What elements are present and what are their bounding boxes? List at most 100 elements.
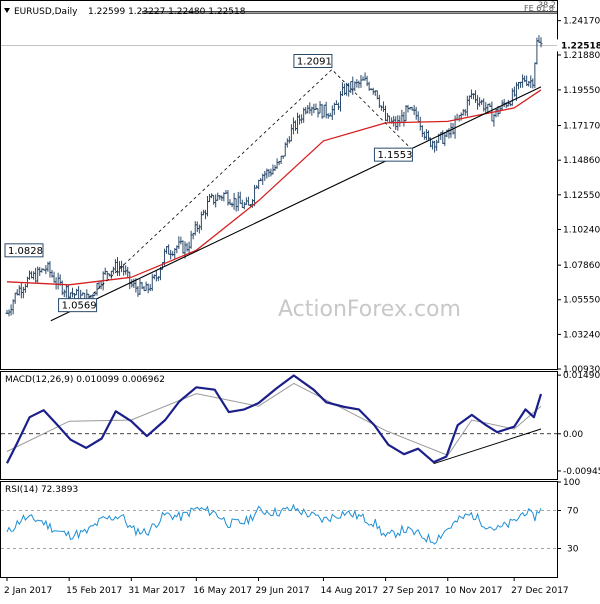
price-bar bbox=[535, 37, 539, 65]
price-y-tick-label: 1.21880 bbox=[563, 51, 600, 61]
price-bar bbox=[365, 75, 369, 87]
macd-panel: MACD(12,26,9) 0.010099 0.006962 0.014906 0… bbox=[1, 371, 600, 477]
price-y-tick-label: 1.14860 bbox=[563, 156, 600, 166]
price-bar bbox=[402, 111, 406, 127]
price-bar bbox=[7, 309, 11, 317]
price-bar bbox=[519, 81, 523, 88]
price-bar bbox=[56, 272, 60, 290]
price-bar bbox=[392, 115, 396, 127]
price-bar bbox=[363, 72, 367, 81]
price-bar bbox=[324, 101, 328, 119]
price-bar bbox=[113, 259, 117, 272]
macd-trendline bbox=[433, 428, 542, 465]
price-bar bbox=[28, 270, 32, 280]
price-bar bbox=[480, 99, 484, 105]
price-bar bbox=[529, 75, 533, 89]
price-bar bbox=[386, 112, 390, 122]
price-bar bbox=[62, 289, 66, 298]
price-bar bbox=[185, 242, 189, 252]
price-panel-frame bbox=[0, 0, 558, 370]
macd-title: MACD(12,26,9) 0.010099 0.006962 bbox=[5, 375, 165, 385]
last-price-box bbox=[557, 39, 599, 52]
price-bar bbox=[179, 236, 183, 245]
svg-text:1.2091: 1.2091 bbox=[297, 57, 332, 68]
price-bar bbox=[17, 285, 21, 296]
price-bar bbox=[308, 102, 312, 114]
symbol-label: EURUSD,Daily bbox=[14, 7, 78, 17]
rsi-panel: RSI(14) 72.3893 100 70 30 bbox=[1, 478, 580, 555]
price-bar bbox=[23, 283, 27, 293]
price-bar bbox=[109, 270, 113, 279]
fib-618-label: FE 61.8 bbox=[524, 4, 554, 13]
price-bar bbox=[539, 37, 543, 48]
support-trendline bbox=[50, 86, 542, 322]
price-bar bbox=[52, 271, 56, 283]
price-bar bbox=[312, 103, 316, 114]
price-bar bbox=[269, 168, 273, 177]
price-bar bbox=[257, 179, 261, 190]
price-bar bbox=[218, 194, 222, 200]
rsi-title: RSI(14) 72.3893 bbox=[5, 485, 78, 495]
price-bar bbox=[420, 125, 424, 138]
price-bar bbox=[203, 209, 207, 220]
price-bar bbox=[304, 107, 308, 115]
price-bar bbox=[165, 246, 169, 254]
price-bar bbox=[441, 130, 445, 145]
price-bar bbox=[115, 257, 119, 276]
price-bar bbox=[142, 285, 146, 292]
svg-text:1.1553: 1.1553 bbox=[377, 150, 412, 161]
price-bar bbox=[197, 224, 201, 234]
macd-y-tick-label: 0.014906 bbox=[563, 371, 600, 381]
svg-text:1.0828: 1.0828 bbox=[8, 246, 43, 257]
price-bar bbox=[330, 105, 334, 121]
ohlc-readout: 1.22599 1.23227 1.22480 1.22518 bbox=[88, 7, 246, 17]
price-bar bbox=[502, 98, 506, 107]
price-bar bbox=[21, 286, 25, 299]
price-bar bbox=[122, 263, 126, 276]
price-bar bbox=[384, 105, 388, 122]
price-bar bbox=[467, 95, 471, 106]
macd-y-tick-label: -0.009453 bbox=[563, 467, 600, 477]
price-bar bbox=[148, 284, 152, 292]
price-bar bbox=[70, 287, 74, 298]
moving-average-line bbox=[6, 89, 542, 286]
x-axis-tick-label: 2 Jan 2017 bbox=[4, 586, 52, 596]
price-bar bbox=[246, 196, 250, 206]
price-bar bbox=[275, 158, 279, 169]
price-panel: 1.24170 1.21880 1.19550 1.17170 1.14860 1.125… bbox=[1, 0, 600, 375]
price-y-tick-label: 1.17170 bbox=[563, 122, 600, 132]
price-bar bbox=[306, 105, 310, 114]
price-bar bbox=[263, 170, 267, 181]
price-bar bbox=[351, 76, 355, 95]
price-bar bbox=[48, 261, 52, 278]
price-bar bbox=[138, 278, 142, 295]
price-bar bbox=[105, 270, 109, 280]
price-bar bbox=[291, 117, 295, 135]
price-bar bbox=[533, 62, 537, 89]
price-y-tick-label: 1.03240 bbox=[563, 330, 600, 340]
price-bar bbox=[54, 277, 58, 290]
x-axis-tick-label: 10 Nov 2017 bbox=[445, 586, 503, 596]
price-bar bbox=[189, 230, 193, 249]
price-bar bbox=[476, 95, 480, 110]
price-annotation: 1.2091 bbox=[293, 54, 333, 69]
price-bar bbox=[289, 124, 293, 142]
price-bar bbox=[355, 79, 359, 88]
x-axis-tick-label: 15 Feb 2017 bbox=[66, 586, 122, 596]
x-axis-tick-label: 27 Dec 2017 bbox=[511, 586, 568, 596]
price-bar bbox=[474, 90, 478, 103]
symbol-dropdown-icon[interactable] bbox=[4, 8, 10, 13]
price-bar bbox=[398, 115, 402, 127]
price-bar bbox=[236, 192, 240, 212]
price-bar bbox=[381, 101, 385, 112]
price-bar bbox=[521, 74, 525, 88]
x-axis-tick-label: 14 Aug 2017 bbox=[320, 586, 378, 596]
price-bar bbox=[171, 251, 175, 257]
price-bar bbox=[285, 138, 289, 148]
price-bar bbox=[357, 80, 361, 89]
price-bar bbox=[195, 221, 199, 232]
price-bar bbox=[341, 82, 345, 97]
x-axis-tick-label: 27 Sep 2017 bbox=[383, 586, 440, 596]
price-annotation: 1.0828 bbox=[4, 243, 44, 258]
price-annotation: 1.1553 bbox=[373, 147, 413, 162]
